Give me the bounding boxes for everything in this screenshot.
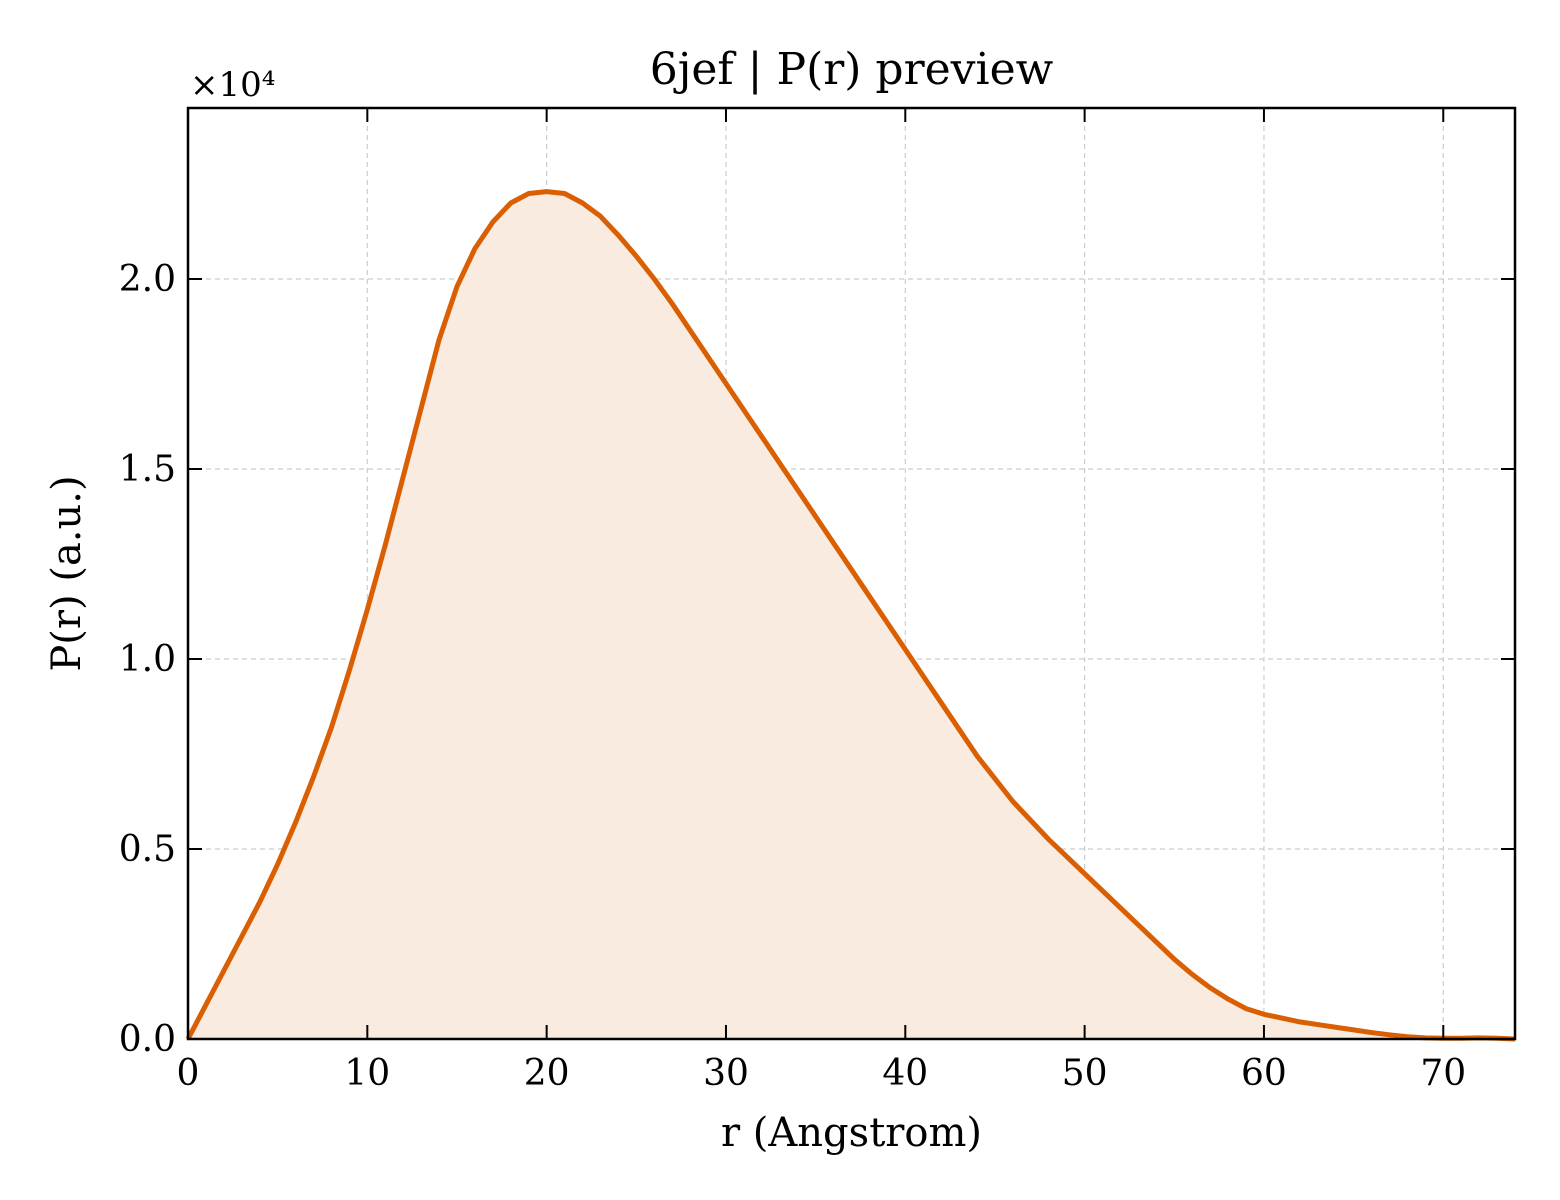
y-tick-label: 2.0: [119, 259, 176, 300]
x-tick-label: 40: [882, 1053, 928, 1094]
x-tick-label: 20: [524, 1053, 570, 1094]
x-tick-label: 30: [703, 1053, 749, 1094]
x-tick-label: 50: [1062, 1053, 1108, 1094]
y-tick-label: 1.5: [119, 449, 176, 490]
y-tick-label: 0.0: [119, 1019, 176, 1060]
x-tick-label: 0: [177, 1053, 200, 1094]
pr-curve-line: [185, 189, 1516, 1042]
pr-area-fill: [188, 191, 1515, 1040]
y-tick-label: 1.0: [119, 639, 176, 680]
x-tick-label: 70: [1420, 1053, 1466, 1094]
y-tick-label: 0.5: [119, 829, 176, 870]
chart-title: 6jef | P(r) preview: [650, 44, 1054, 95]
y-axis-label: P(r) (a.u.): [44, 475, 90, 671]
x-axis-label: r (Angstrom): [721, 1110, 982, 1156]
y-axis-multiplier: ×10⁴: [190, 65, 275, 105]
plot-frame: [186, 106, 1517, 1041]
tick-layer: 0 10 20 30 40 50 60 70 0.0 0.5 1.0 1.5 2.0: [119, 108, 1515, 1094]
x-tick-label: 60: [1241, 1053, 1287, 1094]
data-layer: [185, 189, 1516, 1042]
x-tick-label: 10: [344, 1053, 390, 1094]
